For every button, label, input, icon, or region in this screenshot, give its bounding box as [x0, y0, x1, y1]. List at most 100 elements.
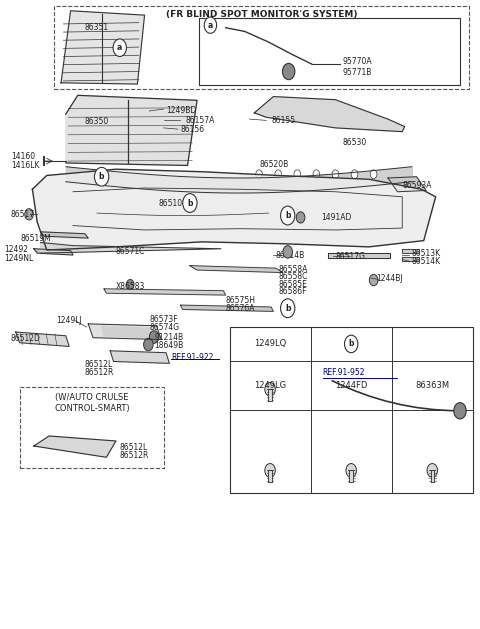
Polygon shape	[190, 265, 283, 272]
Text: 86512L: 86512L	[120, 443, 148, 452]
Text: a: a	[208, 21, 213, 30]
Text: 12492: 12492	[4, 245, 28, 255]
Text: 18649B: 18649B	[154, 341, 183, 350]
Text: 86512D: 86512D	[11, 334, 41, 343]
Text: 1249LJ: 1249LJ	[56, 316, 82, 325]
Text: 1416LK: 1416LK	[11, 161, 39, 170]
Circle shape	[454, 403, 466, 419]
Text: 86512R: 86512R	[120, 451, 149, 460]
Circle shape	[369, 274, 378, 286]
Text: 91214B: 91214B	[154, 333, 183, 342]
Text: X86583: X86583	[116, 282, 145, 291]
Text: 1249LG: 1249LG	[254, 381, 286, 390]
Text: REF.91-952: REF.91-952	[323, 368, 365, 377]
Circle shape	[281, 299, 295, 318]
Polygon shape	[102, 326, 152, 338]
Polygon shape	[268, 470, 272, 482]
Text: 1244FD: 1244FD	[335, 381, 367, 390]
Circle shape	[183, 194, 197, 213]
Text: 86593A: 86593A	[402, 181, 432, 190]
Text: 86585E: 86585E	[278, 280, 307, 289]
Circle shape	[294, 170, 300, 179]
Text: b: b	[285, 304, 290, 313]
Text: 86514K: 86514K	[412, 257, 441, 266]
Text: 86517G: 86517G	[336, 252, 365, 261]
Polygon shape	[104, 289, 226, 295]
Text: 86574G: 86574G	[149, 323, 180, 331]
Text: 86350: 86350	[85, 117, 109, 126]
Text: 86157A: 86157A	[185, 116, 215, 125]
Polygon shape	[402, 248, 419, 252]
Circle shape	[265, 382, 276, 396]
Text: 95771B: 95771B	[343, 69, 372, 77]
Circle shape	[346, 464, 357, 477]
Polygon shape	[254, 97, 405, 131]
Text: 86363M: 86363M	[415, 381, 449, 390]
Text: 1249BD: 1249BD	[166, 106, 196, 116]
Polygon shape	[88, 324, 161, 340]
Circle shape	[275, 170, 281, 179]
Polygon shape	[40, 243, 221, 253]
Circle shape	[281, 206, 295, 225]
Text: 86510B: 86510B	[159, 199, 188, 208]
Circle shape	[313, 170, 320, 179]
Circle shape	[126, 279, 134, 289]
Text: b: b	[99, 172, 104, 181]
Text: 95770A: 95770A	[343, 57, 372, 66]
Text: 86156: 86156	[180, 125, 204, 133]
Text: 86519M: 86519M	[21, 233, 51, 243]
Text: 14160: 14160	[11, 152, 35, 161]
Text: 1249LQ: 1249LQ	[254, 340, 286, 348]
Text: (FR BLIND SPOT MONITOR'G SYSTEM): (FR BLIND SPOT MONITOR'G SYSTEM)	[166, 10, 357, 19]
Circle shape	[427, 464, 438, 477]
Text: 86414B: 86414B	[276, 250, 305, 260]
Circle shape	[265, 464, 276, 477]
Circle shape	[256, 170, 263, 179]
Text: 86351: 86351	[85, 23, 109, 32]
Polygon shape	[180, 305, 274, 311]
Polygon shape	[34, 436, 116, 457]
Text: 1244BJ: 1244BJ	[376, 274, 403, 282]
Circle shape	[149, 331, 159, 343]
Circle shape	[370, 170, 377, 179]
Circle shape	[95, 167, 109, 186]
Circle shape	[283, 245, 292, 258]
Text: 86512L: 86512L	[85, 360, 113, 369]
Polygon shape	[268, 389, 272, 401]
Polygon shape	[349, 470, 353, 482]
Text: b: b	[285, 211, 290, 220]
Text: 86558A: 86558A	[278, 265, 308, 274]
Text: 86155: 86155	[271, 116, 295, 125]
Circle shape	[296, 212, 305, 223]
Text: 86513K: 86513K	[412, 248, 441, 258]
Text: 86512R: 86512R	[85, 367, 114, 377]
Polygon shape	[328, 253, 390, 258]
Polygon shape	[66, 96, 197, 165]
Polygon shape	[33, 169, 436, 250]
Text: 1491AD: 1491AD	[321, 213, 351, 222]
Text: b: b	[187, 199, 192, 208]
Polygon shape	[61, 11, 144, 84]
Text: 86558C: 86558C	[278, 272, 308, 281]
Polygon shape	[40, 232, 88, 238]
Text: 86573F: 86573F	[149, 315, 178, 324]
Circle shape	[25, 209, 34, 220]
Polygon shape	[110, 351, 169, 364]
Text: 1249NL: 1249NL	[4, 253, 33, 263]
Circle shape	[345, 335, 358, 353]
Polygon shape	[388, 177, 426, 192]
Text: 86517: 86517	[11, 210, 35, 219]
Text: 86575H: 86575H	[226, 296, 256, 305]
Circle shape	[282, 64, 295, 80]
Polygon shape	[34, 248, 73, 255]
Polygon shape	[16, 332, 69, 347]
Circle shape	[113, 39, 126, 57]
Polygon shape	[431, 470, 434, 482]
Text: (W/AUTO CRULSE
CONTROL-SMART): (W/AUTO CRULSE CONTROL-SMART)	[54, 392, 130, 413]
Text: 86576A: 86576A	[226, 304, 255, 313]
Text: 86586F: 86586F	[278, 287, 307, 296]
Circle shape	[204, 17, 216, 33]
Circle shape	[332, 170, 339, 179]
Polygon shape	[402, 257, 419, 260]
Circle shape	[144, 338, 153, 351]
